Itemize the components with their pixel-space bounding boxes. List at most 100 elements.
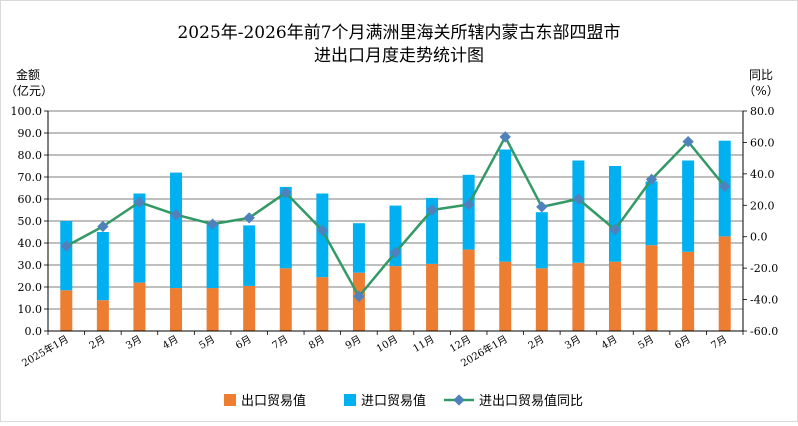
right-axis-tick-label: -20.0 (750, 262, 778, 275)
x-axis-tick-label: 7月 (709, 333, 729, 352)
legend-swatch-yoy-marker (453, 394, 465, 406)
x-axis-tick-label: 6月 (672, 333, 692, 352)
left-axis-tick-label: 70.0 (18, 171, 43, 184)
import-bar (499, 149, 512, 262)
x-axis-tick-label: 4月 (599, 333, 619, 352)
right-axis-title-line2: （%） (743, 84, 778, 98)
export-bar (608, 261, 621, 331)
right-axis-tick-label: 80.0 (750, 105, 775, 118)
right-axis-tick-label: 20.0 (750, 199, 775, 212)
yoy-point (682, 135, 694, 148)
yoy-point (133, 196, 146, 208)
import-bar (170, 172, 183, 289)
left-axis-tick-label: 80.0 (18, 149, 43, 162)
right-axis-tick-label: -60.0 (750, 325, 778, 338)
export-bar (133, 282, 146, 331)
right-axis-tick-label: 60.0 (750, 136, 775, 149)
export-bar (96, 300, 109, 331)
legend-swatch-import (344, 394, 356, 406)
left-axis-title-line2: （亿元） (5, 83, 53, 98)
x-axis-tick-label: 12月 (447, 333, 473, 355)
export-bar (682, 251, 695, 331)
legend-label-export: 出口贸易值 (241, 393, 306, 409)
import-bar (352, 223, 365, 273)
yoy-point (206, 218, 219, 230)
export-bar (243, 285, 256, 331)
yoy-point (645, 173, 658, 186)
yoy-point (426, 204, 438, 216)
import-bar (682, 160, 695, 252)
left-axis-tick-label: 20.0 (18, 281, 43, 294)
export-bar (60, 290, 73, 331)
chart-title-line2: 进出口月度走势统计图 (314, 46, 484, 66)
x-axis-tick-label: 2月 (526, 333, 546, 352)
yoy-point (536, 201, 548, 213)
yoy-point (170, 209, 182, 221)
left-axis-tick-label: 100.0 (11, 105, 43, 118)
export-bar (426, 263, 439, 331)
left-axis-tick-label: 50.0 (18, 215, 43, 228)
export-bar (645, 245, 658, 331)
yoy-point (499, 131, 511, 143)
export-bar (535, 268, 548, 331)
x-axis-tick-label: 5月 (636, 333, 656, 352)
x-axis-tick-label: 3月 (124, 333, 144, 352)
legend-label-import: 进口贸易值 (361, 393, 426, 409)
yoy-point (353, 290, 365, 303)
chart-title-line1: 2025年-2026年前7个月满洲里海关所辖内蒙古东部四盟市 (177, 23, 620, 43)
import-bar (279, 186, 292, 269)
import-bar (608, 166, 621, 262)
right-axis-tick-label: 40.0 (750, 168, 775, 181)
x-axis-tick-label: 3月 (563, 333, 583, 352)
x-axis-tick-label: 7月 (270, 333, 290, 352)
yoy-point (389, 246, 402, 259)
legend-swatch-export (224, 394, 236, 406)
import-bar (572, 160, 585, 263)
left-axis-tick-label: 10.0 (18, 303, 43, 316)
yoy-point (609, 223, 621, 236)
import-bar (645, 181, 658, 246)
left-axis-tick-label: 30.0 (18, 259, 43, 272)
yoy-point (719, 180, 731, 193)
x-axis-tick-label: 11月 (411, 333, 437, 355)
yoy-point (572, 193, 585, 205)
export-bar (206, 288, 219, 331)
export-bar (462, 249, 475, 331)
yoy-point (243, 212, 255, 224)
import-bar (133, 193, 146, 283)
export-bar (572, 262, 585, 331)
import-bar (535, 212, 548, 269)
export-bar (316, 277, 329, 331)
yoy-point (280, 187, 292, 199)
right-axis-tick-label: 0.0 (750, 231, 768, 244)
legend-label-yoy: 进出口贸易值同比 (479, 393, 583, 409)
right-axis-tick-label: -40.0 (750, 294, 778, 307)
export-bar (499, 261, 512, 331)
left-axis-tick-label: 40.0 (18, 237, 43, 250)
x-axis-tick-label: 9月 (343, 333, 363, 352)
left-axis-tick-label: 90.0 (18, 127, 43, 140)
import-bar (462, 174, 475, 250)
x-axis-tick-label: 2月 (87, 333, 107, 352)
right-axis-title-line1: 同比 (749, 68, 773, 82)
import-bar (206, 222, 219, 289)
export-bar (170, 288, 183, 331)
left-axis-tick-label: 60.0 (18, 193, 43, 206)
x-axis-tick-label: 5月 (197, 333, 217, 352)
import-bar (96, 232, 109, 301)
x-axis-tick-label: 4月 (160, 333, 180, 352)
x-axis-tick-label: 6月 (234, 333, 254, 352)
left-axis-title-line1: 金额 (16, 67, 40, 82)
left-axis-tick-label: 0.0 (25, 325, 43, 338)
x-axis-tick-label: 8月 (307, 333, 327, 352)
import-bar (60, 221, 73, 291)
yoy-point (463, 198, 475, 211)
x-axis-tick-label: 10月 (374, 333, 400, 355)
yoy-point (316, 224, 328, 237)
export-bar (718, 236, 731, 331)
import-bar (243, 225, 256, 286)
export-bar (279, 268, 292, 331)
export-bar (389, 266, 402, 331)
